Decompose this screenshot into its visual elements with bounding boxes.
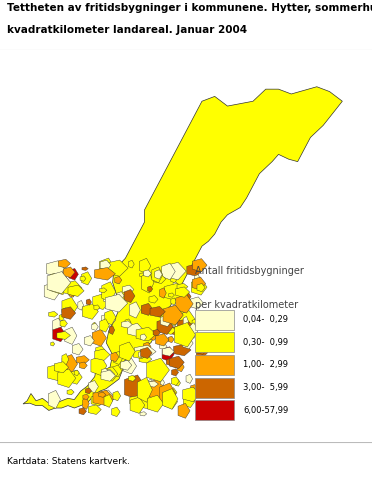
Text: kvadratkilometer landareal. Januar 2004: kvadratkilometer landareal. Januar 2004 [7, 25, 247, 35]
Bar [195, 355, 234, 375]
Text: 0,30-  0,99: 0,30- 0,99 [243, 338, 288, 347]
Text: Antall fritidsbygninger: Antall fritidsbygninger [195, 266, 304, 276]
Polygon shape [23, 87, 342, 411]
Bar [195, 332, 234, 352]
Text: 1,00-  2,99: 1,00- 2,99 [243, 360, 288, 369]
Text: 6,00-57,99: 6,00-57,99 [243, 406, 288, 414]
Bar [195, 400, 234, 420]
Bar [195, 378, 234, 398]
Text: 3,00-  5,99: 3,00- 5,99 [243, 383, 288, 392]
Text: per kvadratkilometer: per kvadratkilometer [195, 300, 298, 310]
Bar [195, 310, 234, 330]
Text: Tettheten av fritidsbygninger i kommunene. Hytter, sommerhus o.l. per: Tettheten av fritidsbygninger i kommunen… [7, 3, 372, 13]
Text: Kartdata: Statens kartverk.: Kartdata: Statens kartverk. [7, 457, 131, 467]
Text: 0,04-  0,29: 0,04- 0,29 [243, 315, 288, 324]
